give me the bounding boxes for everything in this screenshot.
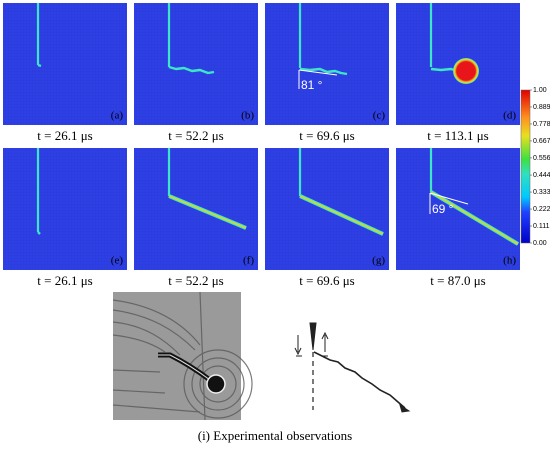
- colorbar-scale: [520, 89, 531, 244]
- panel-label: (c): [373, 110, 386, 122]
- notch: [309, 322, 317, 351]
- crack: [299, 67, 348, 76]
- panel-label: (d): [503, 110, 516, 122]
- crack-path: [313, 351, 406, 409]
- panel: (e): [3, 148, 127, 270]
- crack: [168, 65, 215, 75]
- experiment-schematic: [294, 322, 411, 413]
- colorbar-tick-label: 0.111: [533, 223, 550, 230]
- crack: [37, 231, 41, 235]
- crack-core: [430, 191, 519, 245]
- panel-field: [134, 3, 258, 125]
- crack: [37, 63, 42, 68]
- panel-label: (e): [111, 255, 124, 267]
- panel-caption: t = 69.6 μs: [299, 128, 354, 143]
- colorbar-tick-label: 0.778: [533, 121, 550, 128]
- colorbar-tick-label: 0.00: [533, 240, 547, 247]
- colorbar-tick-label: 1.00: [533, 87, 547, 94]
- panel-label: (f): [243, 255, 254, 267]
- experiment-photo: [112, 291, 253, 421]
- panel-caption: t = 52.2 μs: [168, 273, 223, 288]
- colorbar-tick-label: 0.333: [533, 189, 550, 196]
- panel-caption: t = 69.6 μs: [299, 273, 354, 288]
- panel-caption: t = 26.1 μs: [37, 273, 92, 288]
- crack-core: [299, 195, 384, 235]
- angle-label: 69 °: [432, 202, 454, 216]
- damage-zone: [453, 58, 479, 84]
- colorbar-tick-label: 0.556: [533, 155, 550, 162]
- angle-label: 81 °: [301, 78, 323, 92]
- panel-label: (g): [372, 255, 385, 267]
- colorbar: 1.00 0.889 0.778 0.667 0.556 0.444 0.333 0.222 0…: [520, 87, 550, 247]
- crack-core: [168, 195, 247, 229]
- colorbar-tick-label: 0.444: [533, 172, 550, 179]
- simulation-panels: (a) t = 26.1 μs (b) t = 52.2 μs 81 ° (c) t = 6…: [3, 3, 520, 288]
- panel-caption: t = 87.0 μs: [430, 273, 485, 288]
- colorbar-tick-label: 0.222: [533, 206, 550, 213]
- experiment-caption: (i) Experimental observations: [198, 428, 353, 443]
- colorbar-tick-label: 0.889: [533, 104, 550, 111]
- panel-field: [265, 3, 389, 125]
- panel-label: (b): [241, 110, 254, 122]
- panel: (f): [134, 148, 258, 270]
- panel-field: [3, 148, 127, 270]
- angle-lines: [429, 192, 469, 214]
- angle-lines: [298, 69, 338, 89]
- panel-caption: t = 52.2 μs: [168, 128, 223, 143]
- arrow-down: [294, 335, 302, 356]
- panel: (b): [134, 3, 258, 125]
- arrow-up: [321, 331, 329, 352]
- colorbar-tick-label: 0.667: [533, 138, 550, 145]
- panel-caption: t = 26.1 μs: [37, 128, 92, 143]
- panel: 69 ° (h): [396, 148, 520, 270]
- arrow-head: [399, 403, 411, 413]
- panel-caption: t = 113.1 μs: [427, 128, 489, 143]
- panel: 81 ° (c): [265, 3, 389, 125]
- panel-label: (a): [111, 110, 124, 122]
- panel: (a): [3, 3, 127, 125]
- panel-label: (h): [503, 255, 516, 267]
- panel-field: [3, 3, 127, 125]
- panel: (d): [396, 3, 520, 125]
- panel: (g): [265, 148, 389, 270]
